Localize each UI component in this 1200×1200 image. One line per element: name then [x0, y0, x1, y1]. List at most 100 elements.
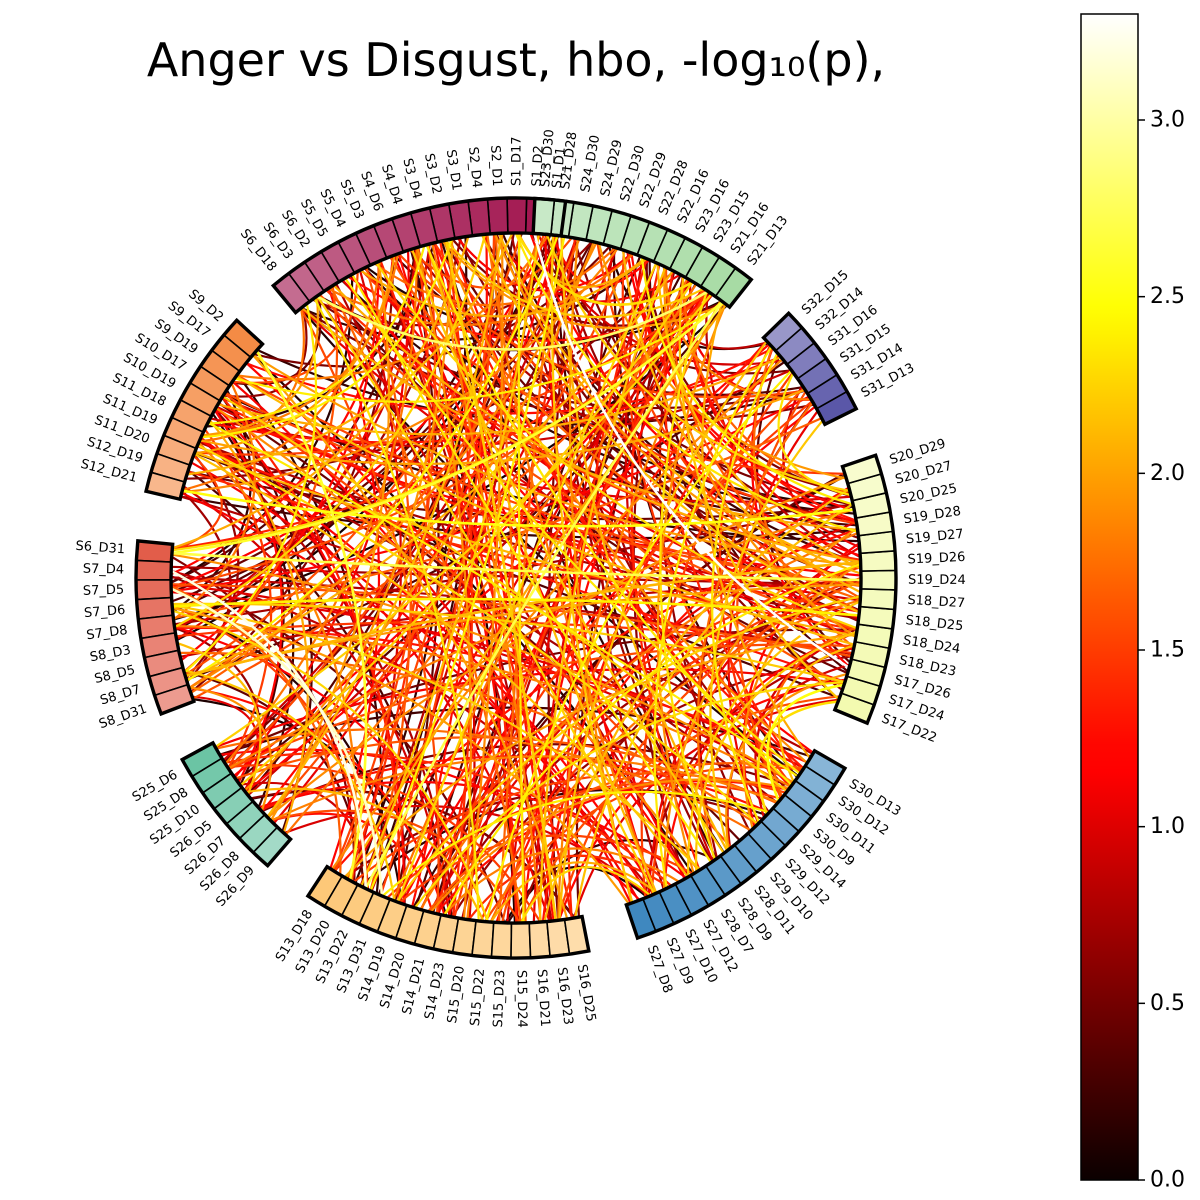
chord-link [640, 256, 854, 506]
node-segment [506, 197, 528, 234]
chord-link [396, 262, 658, 903]
colorbar-tick-label: 1.0 [1150, 814, 1185, 839]
chord-link [413, 681, 845, 909]
node-group-outline [761, 310, 859, 427]
chord-link-highlight [756, 700, 839, 816]
chord-link [186, 235, 559, 682]
chord-link [194, 254, 396, 455]
chord-link [777, 372, 852, 497]
chord-link [316, 295, 656, 895]
chord-link [173, 417, 823, 620]
chord-link [214, 293, 713, 748]
chord-link [656, 263, 862, 570]
node-label: S18_D27 [907, 593, 966, 611]
node-label: S7_D4 [83, 562, 125, 578]
node-segment [510, 921, 532, 959]
node-label: S7_D8 [86, 623, 129, 643]
chord-link [419, 531, 859, 911]
node-label: S15_D20 [445, 965, 468, 1024]
chord-link [172, 609, 489, 923]
node-segment [858, 588, 897, 611]
node-label: S3_D2 [421, 152, 444, 195]
chord-link [485, 369, 793, 922]
colorbar-tick-label: 0.5 [1150, 991, 1185, 1016]
chord-link [520, 866, 652, 924]
chord-link [386, 781, 782, 899]
chord-link [597, 242, 847, 480]
node-label: S15_D24 [514, 970, 530, 1028]
node-label: S7_D6 [84, 603, 126, 621]
node-label: S2_D4 [465, 146, 484, 189]
node-label: S14_D23 [422, 961, 448, 1021]
chord-link [558, 340, 768, 921]
node-group-outline [179, 740, 293, 869]
chord-link [201, 296, 319, 437]
chord-link-highlight [533, 233, 850, 669]
chord-link [396, 595, 861, 903]
chord-link [267, 238, 454, 819]
node-segment [471, 919, 495, 959]
chord-link [350, 270, 402, 882]
node-group-outline [305, 864, 591, 960]
node-label: S19_D27 [905, 527, 964, 548]
chord-link [466, 233, 504, 920]
chord-link [171, 604, 701, 871]
node-segment [490, 921, 513, 959]
node-label: S20_D25 [899, 481, 959, 507]
chord-link [678, 276, 840, 701]
chord-link-highlight [364, 300, 724, 890]
node-segment [486, 197, 509, 235]
chord-link-highlight [171, 300, 724, 555]
chord-link-highlight [255, 349, 368, 881]
chord-link [171, 602, 846, 684]
chord-link [223, 392, 733, 849]
node-label: S2_D1 [487, 145, 504, 187]
chord-link-highlight [182, 489, 855, 528]
node-label: S15_D22 [468, 968, 488, 1027]
node-segment [856, 605, 896, 630]
colorbar-tick-label: 1.5 [1150, 638, 1185, 663]
chord-link [239, 281, 694, 787]
node-segment [532, 197, 556, 236]
chord-link-highlight [170, 569, 367, 889]
node-segment [135, 579, 173, 601]
colorbar-tick-label: 2.0 [1150, 461, 1185, 486]
node-label: S1_D17 [509, 136, 524, 186]
chord-link [687, 600, 861, 877]
node-group-outline [143, 317, 265, 502]
node-label: S6_D31 [75, 539, 126, 558]
node-label: S8_D3 [89, 643, 132, 665]
chord-link [172, 606, 630, 905]
chord-link [227, 233, 545, 770]
chord-link [175, 247, 418, 641]
chord-link [495, 486, 850, 923]
chord-link [207, 245, 426, 425]
node-segment [135, 559, 173, 581]
chord-link [435, 780, 789, 915]
chord-links [170, 232, 862, 924]
node-label: S15_D23 [491, 969, 508, 1027]
node-group-outline [832, 453, 898, 726]
node-label: S16_D25 [574, 963, 598, 1023]
colorbar-tick-label: 0.0 [1150, 1168, 1185, 1193]
chord-link [174, 625, 792, 788]
chord-link [566, 258, 648, 919]
chord-link [359, 788, 767, 887]
chord-link [173, 234, 487, 629]
chord-link-highlight [316, 290, 709, 351]
chord-link [200, 238, 453, 439]
chord-link-highlight [515, 232, 694, 307]
node-label: S23_D30 [538, 129, 557, 188]
node-label: S1_D2 [530, 145, 547, 187]
chord-link [345, 303, 727, 879]
chord-link [489, 861, 658, 923]
chord-link [381, 790, 770, 897]
chord-link [269, 261, 391, 822]
chord-link [245, 787, 485, 922]
node-label: S19_D24 [908, 573, 966, 588]
chord-link-highlight [766, 683, 845, 802]
chord-link [663, 266, 857, 639]
chord-link [188, 233, 541, 689]
chord-link [696, 401, 814, 861]
